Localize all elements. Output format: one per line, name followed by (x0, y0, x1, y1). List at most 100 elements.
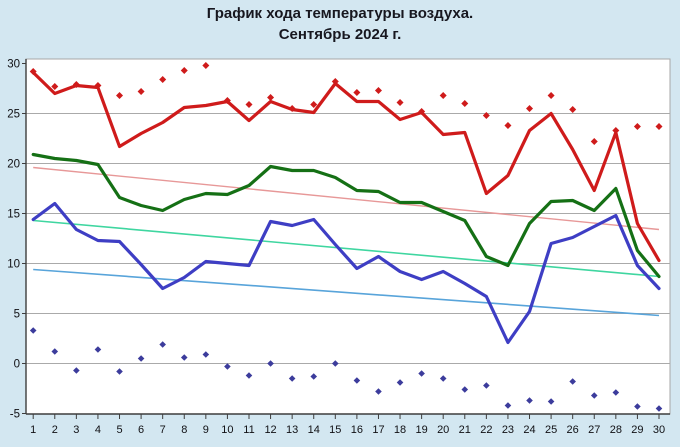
x-axis-label: 2 (52, 424, 58, 436)
x-axis-label: 23 (502, 424, 514, 436)
upper-diamond-markers-point (29, 68, 37, 75)
x-axis-label: 10 (221, 424, 233, 436)
x-axis-label: 22 (480, 424, 492, 436)
upper-diamond-markers-point (504, 122, 512, 129)
x-axis-label: 19 (415, 424, 427, 436)
x-axis-label: 13 (286, 424, 298, 436)
lower-diamond-markers-point (439, 375, 447, 382)
x-axis-label: 7 (160, 424, 166, 436)
upper-diamond-markers-point (331, 78, 339, 85)
x-axis-label: 17 (372, 424, 384, 436)
upper-diamond-markers-point (439, 92, 447, 99)
y-axis-label: 30 (7, 59, 20, 71)
lower-diamond-markers-point (353, 377, 361, 384)
x-axis-label: 30 (653, 424, 665, 436)
x-axis-label: 12 (264, 424, 276, 436)
upper-diamond-markers-point (526, 105, 534, 112)
upper-diamond-markers-point (547, 92, 555, 99)
daily-min-temperature (31, 201, 661, 345)
upper-diamond-markers-point (310, 101, 318, 108)
lower-diamond-markers-point (73, 367, 80, 374)
lower-diamond-markers-point (418, 370, 425, 377)
lower-diamond-markers-point (137, 355, 145, 362)
lower-diamond-markers-point (504, 402, 512, 409)
lower-diamond-markers-point (396, 379, 404, 386)
lower-diamond-markers-point (547, 398, 555, 405)
lower-diamond-markers-point (375, 388, 382, 395)
lower-diamond-markers-point (245, 372, 253, 379)
trend-line-upper (33, 166, 660, 231)
lower-diamond-markers-point (569, 378, 576, 385)
upper-diamond-markers-point (353, 89, 361, 96)
chart-title-line1: График хода температуры воздуха. (206, 5, 474, 22)
x-axis-label: 15 (329, 424, 341, 436)
plot-area (25, 58, 671, 415)
lower-diamond-markers-point (224, 363, 231, 370)
upper-diamond-markers-point (633, 123, 641, 130)
upper-diamond-markers-point (396, 99, 404, 106)
lower-diamond-markers-point (590, 392, 598, 399)
lower-diamond-markers-point (267, 360, 274, 367)
x-axis-label: 4 (95, 424, 101, 436)
upper-diamond-markers-point (51, 83, 59, 90)
lower-diamond-markers-point (526, 397, 533, 404)
upper-diamond-markers-point (223, 97, 231, 104)
upper-diamond-markers-point (159, 76, 167, 83)
upper-diamond-markers-point (612, 127, 620, 134)
y-axis-label: -5 (10, 409, 20, 421)
lower-diamond-markers-point (94, 346, 102, 353)
x-axis-label: 18 (394, 424, 406, 436)
lower-diamond-markers-point (159, 341, 166, 348)
x-axis-label: 5 (116, 424, 122, 436)
lower-diamond-markers-point (634, 403, 641, 410)
upper-diamond-markers-point (569, 106, 577, 113)
chart-title-line2: Сентябрь 2024 г. (278, 26, 402, 43)
upper-diamond-markers-point (418, 108, 426, 115)
x-axis-label: 1 (30, 424, 36, 436)
y-axis-label: 0 (14, 359, 20, 371)
upper-diamond-markers-point (482, 112, 490, 119)
upper-diamond-markers-point (137, 88, 145, 95)
y-axis-label: 20 (7, 159, 20, 171)
upper-diamond-markers-point (72, 81, 80, 88)
x-axis-label: 24 (523, 424, 535, 436)
x-axis-label: 16 (351, 424, 363, 436)
upper-diamond-markers-point (374, 87, 382, 94)
x-axis-label: 11 (243, 424, 254, 436)
daily-max-temperature (31, 70, 661, 263)
upper-diamond-markers-point (180, 67, 188, 74)
lower-diamond-markers-point (116, 368, 123, 375)
x-axis-label: 3 (73, 424, 79, 436)
upper-diamond-markers-point (655, 123, 663, 130)
x-axis-label: 21 (459, 424, 471, 436)
x-axis-label: 20 (437, 424, 449, 436)
upper-diamond-markers-point (288, 105, 296, 112)
x-axis-label: 25 (545, 424, 557, 436)
lower-diamond-markers-point (29, 327, 37, 334)
y-axis-label: 25 (7, 109, 20, 121)
x-axis-label: 28 (610, 424, 622, 436)
lower-diamond-markers-point (483, 382, 490, 389)
lower-diamond-markers-point (461, 386, 469, 393)
y-axis-label: 10 (7, 259, 20, 271)
upper-diamond-markers-point (202, 62, 210, 69)
upper-diamond-markers-point (116, 92, 124, 99)
x-axis-label: 26 (567, 424, 579, 436)
upper-diamond-markers-point (245, 101, 253, 108)
x-axis-label: 14 (308, 424, 320, 436)
lower-diamond-markers-point (310, 373, 318, 380)
x-axis-label: 27 (588, 424, 600, 436)
lower-diamond-markers-point (288, 375, 296, 382)
chart-title: График хода температуры воздуха. Сентябр… (0, 3, 680, 45)
upper-diamond-markers-point (590, 138, 598, 145)
upper-diamond-markers-point (267, 94, 275, 101)
lower-diamond-markers-point (51, 348, 59, 355)
lower-diamond-markers-point (332, 360, 339, 367)
daily-avg-temperature (31, 152, 661, 279)
y-axis-label: 15 (7, 209, 20, 221)
lower-diamond-markers-point (180, 354, 188, 361)
lower-diamond-markers-point (612, 389, 620, 396)
x-axis-label: 6 (138, 424, 144, 436)
